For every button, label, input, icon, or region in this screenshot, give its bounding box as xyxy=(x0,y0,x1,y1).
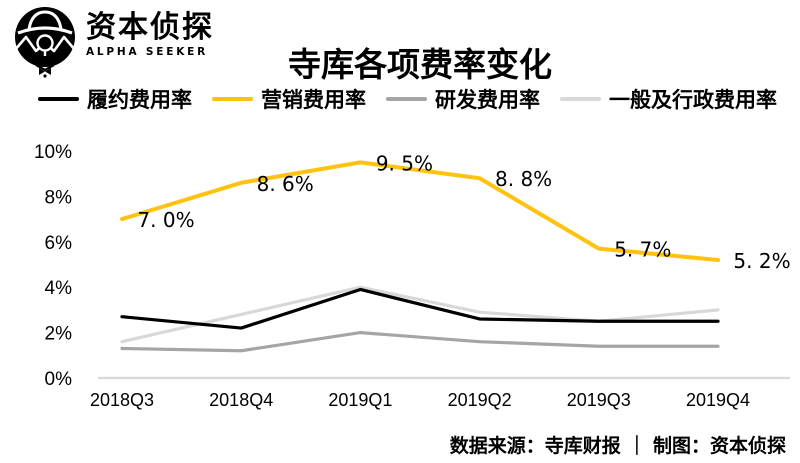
y-tick-label: 0% xyxy=(45,369,73,390)
line-chart-plot: 0% 2% 4% 6% 8% 10% 2018Q3 2018Q4 2019Q1 2019Q2 201… xyxy=(34,142,791,410)
data-label: 9. 5% xyxy=(376,151,433,175)
x-tick-label: 2019Q4 xyxy=(686,390,750,410)
page-title: 寺库各项费率变化 xyxy=(288,45,552,85)
data-label: 7. 0% xyxy=(137,208,194,232)
y-tick-label: 6% xyxy=(45,233,73,254)
legend-label: 履约费用率 xyxy=(87,87,192,112)
legend-swatch xyxy=(212,97,253,101)
series-line-一般及行政费用率 xyxy=(120,285,720,344)
x-tick-label: 2019Q2 xyxy=(448,390,512,410)
y-tick-label: 8% xyxy=(45,187,73,208)
brand-name-en: ALPHA SEEKER xyxy=(86,46,208,58)
legend-label: 研发费用率 xyxy=(435,87,540,112)
legend-swatch xyxy=(560,97,601,101)
series-line-营销费用率 xyxy=(120,160,720,262)
legend-item-1: 营销费用率 xyxy=(212,84,366,114)
series-line-研发费用率 xyxy=(120,331,720,353)
legend-label: 营销费用率 xyxy=(261,87,366,112)
x-tick-label: 2019Q3 xyxy=(567,390,631,410)
legend-item-2: 研发费用率 xyxy=(386,84,540,114)
alpha-seeker-detective-logo xyxy=(14,7,76,78)
source-credit: 数据来源：寺库财报 ｜ 制图：资本侦探 xyxy=(449,435,786,457)
data-label: 5. 2% xyxy=(733,249,790,273)
brand-name-cn: 资本侦探 xyxy=(86,10,214,45)
brand-block: 资本侦探 ALPHA SEEKER xyxy=(12,6,214,78)
x-tick-label: 2018Q3 xyxy=(90,390,154,410)
legend-swatch xyxy=(386,97,427,101)
x-tick-label: 2019Q1 xyxy=(328,390,392,410)
series-line-履约费用率 xyxy=(120,287,720,330)
brand-text: 资本侦探 ALPHA SEEKER xyxy=(86,6,214,59)
y-tick-label: 4% xyxy=(45,278,73,299)
legend-item-0: 履约费用率 xyxy=(38,84,192,114)
chart-legend: 履约费用率 营销费用率 研发费用率 一般及行政费用率 xyxy=(38,84,777,114)
legend-item-3: 一般及行政费用率 xyxy=(560,84,777,114)
data-label: 8. 6% xyxy=(257,172,314,196)
y-tick-label: 2% xyxy=(45,324,73,345)
y-tick-label: 10% xyxy=(34,142,72,163)
x-tick-label: 2018Q4 xyxy=(209,390,273,410)
legend-swatch xyxy=(38,97,79,101)
legend-label: 一般及行政费用率 xyxy=(609,87,777,112)
data-label: 8. 8% xyxy=(495,167,552,191)
data-label: 5. 7% xyxy=(614,238,671,262)
